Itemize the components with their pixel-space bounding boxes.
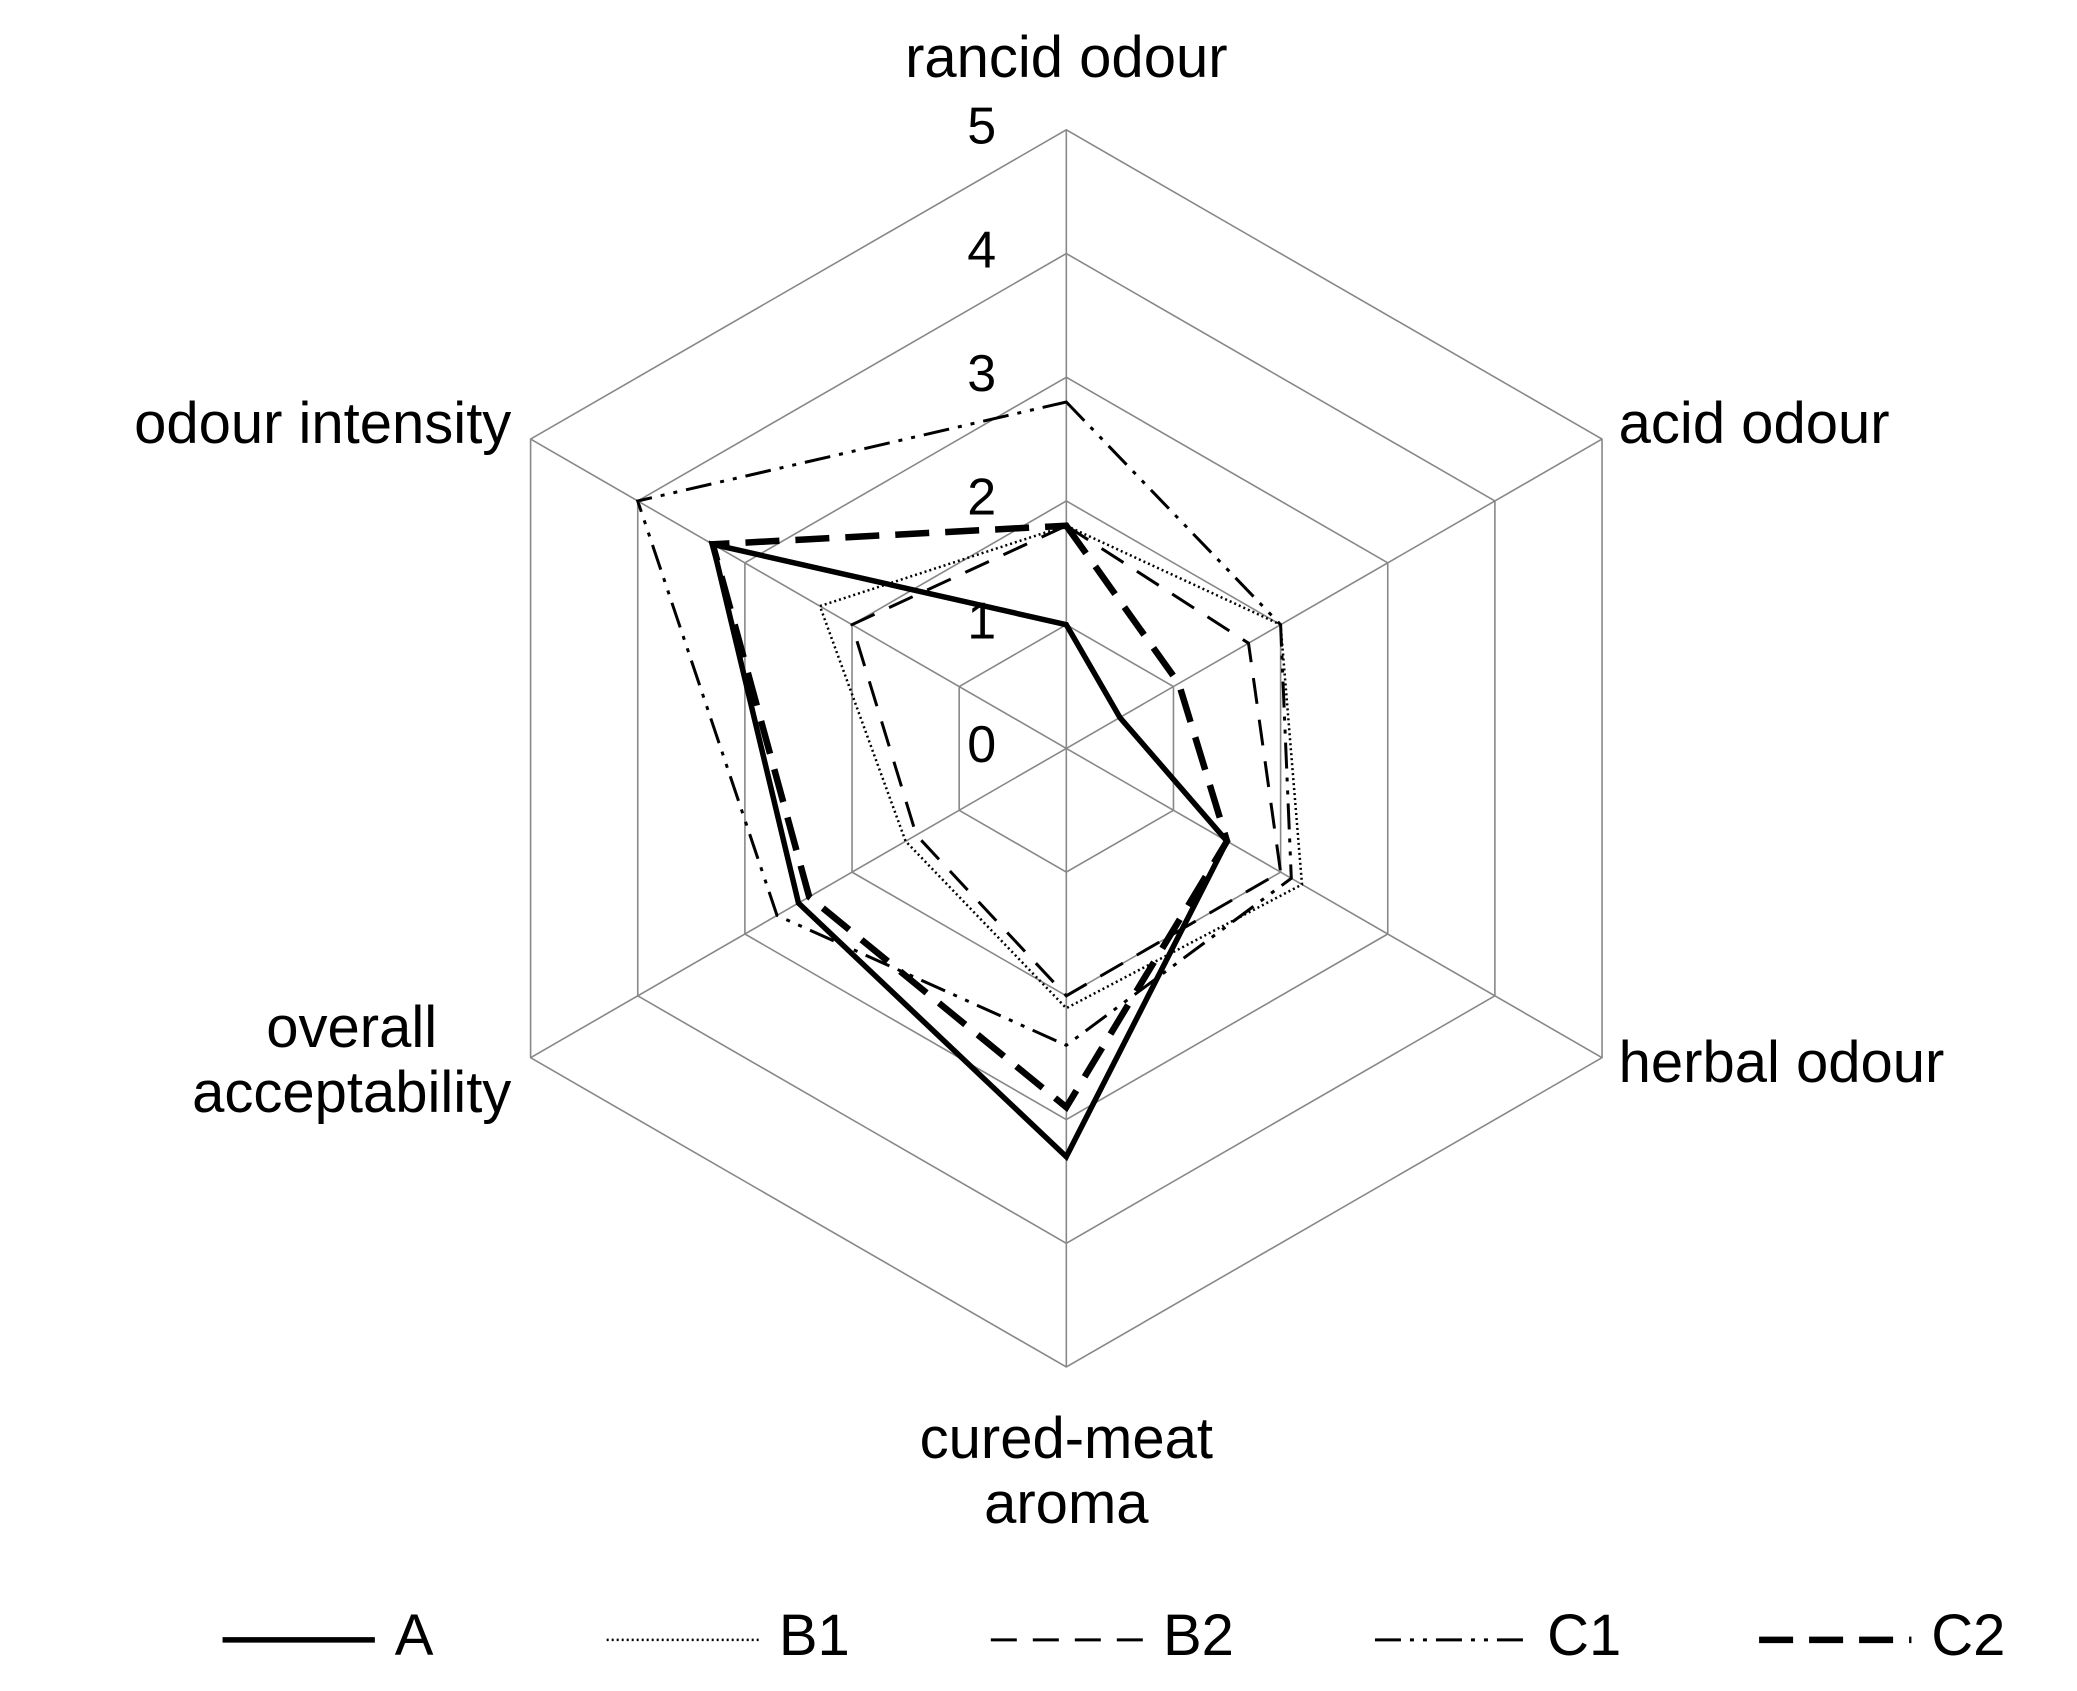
r-tick-label: 3 [967,345,996,403]
legend-label: B1 [779,1603,850,1668]
category-label: herbal odour [1618,1029,1945,1095]
legend-label: C1 [1547,1603,1621,1668]
series-line [708,522,1231,1113]
legend-label: A [395,1603,434,1668]
r-tick-label: 2 [967,469,996,527]
legend-label: C2 [1931,1603,2005,1668]
spoke [530,438,1067,750]
spoke [1065,747,1603,1059]
category-label: overall acceptability [192,995,512,1126]
series-line [850,523,1283,998]
spoke [1065,438,1603,750]
r-tick-label: 5 [967,98,996,156]
legend-label: B2 [1163,1603,1234,1668]
series-line [635,400,1293,1048]
category-label: cured-meat aroma [919,1405,1213,1536]
category-label: odour intensity [134,391,512,457]
category-label: acid odour [1618,391,1890,457]
series-line [818,524,1304,1010]
category-label: rancid odour [905,25,1228,91]
r-tick-label: 4 [967,221,996,279]
r-tick-label: 0 [967,716,996,774]
